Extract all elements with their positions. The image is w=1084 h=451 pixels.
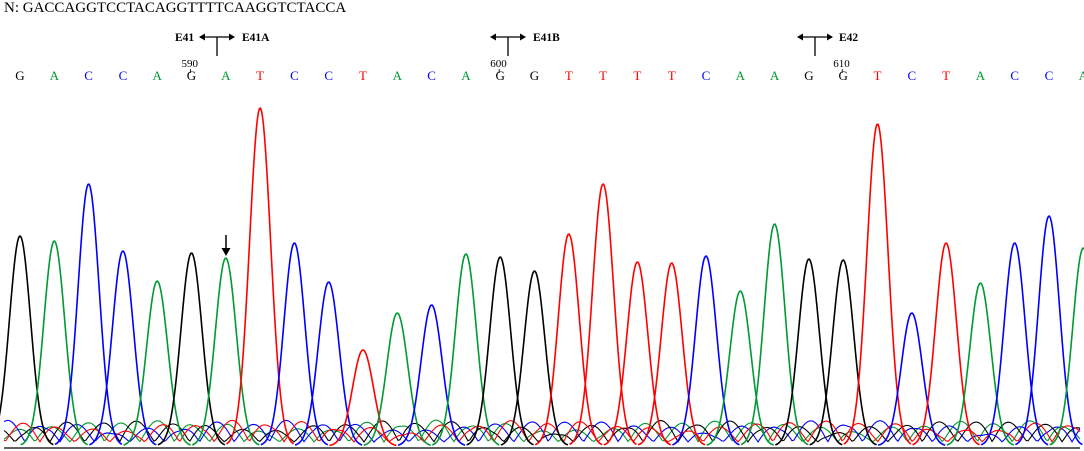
base-call: C <box>907 68 916 83</box>
base-call: A <box>153 68 163 83</box>
peak-trace <box>0 235 54 446</box>
peak-trace <box>1015 215 1083 446</box>
peak-trace <box>20 240 89 446</box>
base-call: T <box>359 68 367 83</box>
base-call: C <box>1045 68 1054 83</box>
base-call: A <box>736 68 746 83</box>
peak-trace <box>740 223 809 446</box>
marker-label-e41a: E41A <box>242 32 270 44</box>
base-call: G <box>496 68 505 83</box>
base-call: T <box>874 68 882 83</box>
base-call: G <box>187 68 196 83</box>
base-call: G <box>839 68 848 83</box>
peak-traces <box>0 107 1084 447</box>
position-label: 590 <box>182 58 199 70</box>
base-call: C <box>1010 68 1019 83</box>
peak-trace <box>706 290 774 446</box>
peak-trace <box>89 250 157 446</box>
marker-e42: E42 <box>797 32 858 56</box>
peak-trace <box>877 312 946 446</box>
base-call: C <box>84 68 93 83</box>
base-call: A <box>393 68 403 83</box>
base-call: T <box>599 68 607 83</box>
peak-trace <box>946 282 1015 446</box>
peak-trace <box>260 242 329 446</box>
base-call: C <box>290 68 299 83</box>
peak-trace <box>466 256 534 446</box>
base-call: G <box>530 68 539 83</box>
peak-trace <box>912 242 980 446</box>
marker-e41b: E41B <box>490 32 560 56</box>
marker-e41: E41 E41A <box>175 32 270 56</box>
position-labels: 590 600 610 <box>182 58 850 73</box>
base-call: A <box>770 68 780 83</box>
background-trace <box>3 419 1081 443</box>
background-trace <box>3 419 1081 443</box>
base-call: T <box>668 68 676 83</box>
peak-trace <box>123 280 191 446</box>
peak-trace <box>294 281 363 446</box>
peak-trace <box>329 349 397 447</box>
peak-trace <box>1049 247 1084 446</box>
marker-label-e42: E42 <box>839 32 858 44</box>
base-call: C <box>119 68 128 83</box>
marker-label-e41: E41 <box>175 32 194 44</box>
base-call: G <box>804 68 813 83</box>
base-call: A <box>976 68 986 83</box>
peak-trace <box>637 262 706 446</box>
position-label: 600 <box>490 58 507 70</box>
peak-trace <box>843 123 912 445</box>
peak-trace <box>432 253 500 446</box>
mutation-arrow <box>221 235 231 256</box>
base-call: T <box>256 68 264 83</box>
peak-trace <box>363 312 431 446</box>
base-call: G <box>15 68 24 83</box>
marker-label-e41b: E41B <box>533 32 560 44</box>
base-call: A <box>1079 68 1084 83</box>
base-call: C <box>324 68 333 83</box>
base-call: A <box>50 68 60 83</box>
peak-trace <box>226 107 294 445</box>
peak-trace <box>500 270 569 446</box>
base-call: C <box>702 68 711 83</box>
peak-trace <box>672 255 740 446</box>
peak-trace <box>603 261 672 446</box>
peak-trace <box>191 257 260 446</box>
base-call: C <box>427 68 436 83</box>
base-call: T <box>942 68 950 83</box>
base-call: T <box>565 68 573 83</box>
peak-trace <box>157 252 226 446</box>
peak-trace <box>980 242 1049 446</box>
position-label: 610 <box>833 58 850 70</box>
sequence-text: N: GACCAGGTCCTACAGGTTTTCAAGGTCTACCA <box>4 0 347 16</box>
base-call: T <box>633 68 641 83</box>
peak-trace <box>397 304 466 446</box>
peak-trace <box>775 258 843 446</box>
base-call: A <box>461 68 471 83</box>
peak-trace <box>534 233 603 446</box>
peak-trace <box>569 183 637 446</box>
peak-trace <box>809 259 877 446</box>
peak-trace <box>54 183 123 446</box>
base-call: A <box>221 68 231 83</box>
